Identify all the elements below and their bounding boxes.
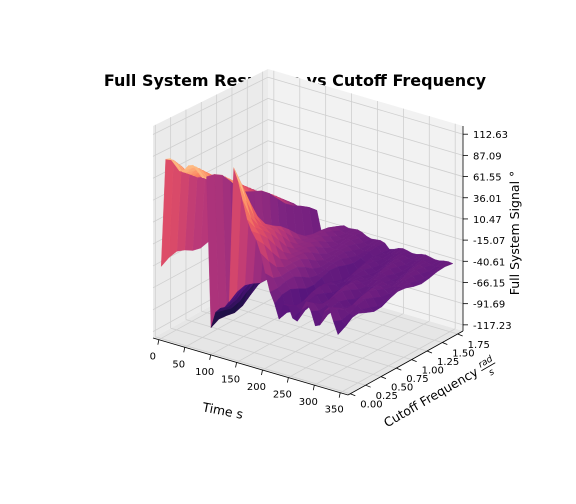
z-tick-label: -15.07 bbox=[473, 236, 505, 247]
grid-line-x-floor bbox=[340, 328, 456, 394]
y-tick-mark bbox=[380, 376, 387, 380]
x-tick-label: 0 bbox=[150, 352, 156, 363]
y-tick-label: 0.50 bbox=[391, 383, 413, 394]
z-tick-label: 36.01 bbox=[473, 194, 502, 205]
x-tick-mark bbox=[312, 385, 315, 391]
grid-line-z-back bbox=[267, 140, 464, 199]
surface-plot bbox=[160, 158, 454, 335]
z-axis-label: Full System Signal ° bbox=[507, 171, 522, 296]
axes-lines bbox=[152, 126, 464, 396]
y-tick-mark bbox=[457, 333, 463, 337]
grid-line-x-floor bbox=[314, 320, 430, 386]
z-axis-ticks: -117.23 -91.69 -66.15 -40.61 -15.07 10.47 36.0… bbox=[463, 130, 512, 332]
grid-line-y-floor bbox=[170, 327, 366, 386]
y-tick-mark bbox=[396, 367, 402, 371]
y-tick-mark bbox=[350, 393, 356, 397]
z-tick-label: 10.47 bbox=[473, 215, 502, 226]
y-tick-mark bbox=[365, 384, 371, 388]
y-tick-label: 1.75 bbox=[468, 340, 490, 351]
x-tick-label: 150 bbox=[221, 374, 240, 385]
z-tick-label: -66.15 bbox=[473, 278, 505, 289]
y-tick-mark bbox=[442, 342, 448, 345]
y-tick-label: 1.25 bbox=[437, 357, 459, 368]
x-tick-mark bbox=[209, 354, 212, 360]
y-tick-label: 0.00 bbox=[360, 400, 382, 411]
grid-line-y-floor bbox=[231, 293, 428, 352]
grid-line-z-back bbox=[267, 97, 464, 156]
x-tick-label: 250 bbox=[273, 390, 292, 401]
x-tick-label: 100 bbox=[195, 367, 214, 378]
x-tick-mark bbox=[183, 347, 186, 353]
x-axis-label: Time s bbox=[200, 399, 244, 422]
x-axis-line bbox=[152, 337, 349, 396]
y-tick-label: 0.25 bbox=[376, 391, 398, 402]
x-tick-mark bbox=[338, 392, 341, 398]
z-tick-label: -91.69 bbox=[473, 300, 505, 311]
x-tick-mark bbox=[286, 377, 289, 383]
y-tick-mark bbox=[426, 350, 433, 354]
y-tick-mark bbox=[411, 359, 417, 362]
y-tick-label: 1.00 bbox=[422, 366, 444, 377]
grid-line-z-back bbox=[267, 182, 464, 241]
x-tick-mark bbox=[235, 362, 237, 368]
z-tick-label: -40.61 bbox=[473, 257, 505, 268]
x-tick-mark bbox=[157, 339, 160, 345]
x-tick-label: 350 bbox=[325, 405, 344, 416]
grid-line-x-floor bbox=[262, 305, 378, 371]
grid-line-y-floor bbox=[216, 302, 412, 360]
y-axis-line bbox=[347, 330, 464, 396]
surface-patch bbox=[337, 318, 351, 335]
y-axis-label-fraction-bar bbox=[481, 362, 496, 372]
grid-line-z-left bbox=[152, 98, 269, 157]
x-tick-mark bbox=[261, 369, 263, 376]
grid-line-z-back bbox=[267, 161, 464, 220]
z-tick-label: 61.55 bbox=[473, 173, 502, 184]
grid-line-y-floor bbox=[155, 336, 351, 395]
grid-line-z-back bbox=[267, 119, 464, 177]
x-axis-ticks: 0 50 100 150 200 250 300 350 bbox=[150, 339, 344, 416]
x-tick-label: 300 bbox=[299, 397, 318, 408]
z-tick-label: 112.63 bbox=[473, 130, 508, 141]
z-tick-label: 87.09 bbox=[473, 151, 502, 162]
y-axis-label-unit-den: s bbox=[487, 367, 496, 378]
y-tick-label: 0.75 bbox=[406, 374, 428, 385]
z-tick-label: -117.23 bbox=[473, 321, 512, 332]
grid-line-x-floor bbox=[288, 313, 404, 378]
x-tick-label: 50 bbox=[172, 359, 185, 370]
grid-line-z-back bbox=[267, 76, 464, 135]
grid-line-z-left bbox=[152, 76, 269, 135]
grid-line-y-floor bbox=[201, 310, 397, 369]
y-tick-label: 1.50 bbox=[452, 349, 474, 360]
x-tick-label: 200 bbox=[247, 382, 266, 393]
y-axis-ticks: 0.000.250.500.751.001.251.501.75 bbox=[350, 333, 490, 411]
grid-line-y-floor bbox=[185, 319, 382, 378]
